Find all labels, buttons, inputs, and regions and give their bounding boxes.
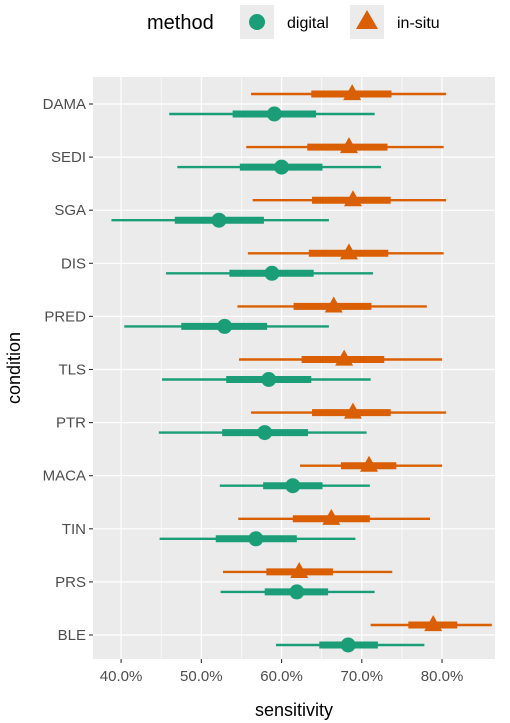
legend-title: method bbox=[147, 12, 214, 34]
in-situ-dis-point bbox=[339, 243, 358, 260]
in-situ-dama-point bbox=[343, 84, 362, 101]
y-axis: DAMA SEDI SGA DIS PRED TLS PTR MACA TIN PRS BLE bbox=[43, 96, 93, 644]
plot-panel bbox=[93, 77, 495, 659]
in-situ-ble-point bbox=[424, 615, 443, 632]
in-situ-pred-point bbox=[324, 296, 343, 313]
y-tick-label-sga: SGA bbox=[54, 202, 86, 219]
y-tick-label-ptr: PTR bbox=[56, 415, 86, 432]
x-tick-label: 60.0% bbox=[260, 668, 303, 685]
y-tick-label-dama: DAMA bbox=[43, 96, 86, 113]
y-tick-label-ble: BLE bbox=[58, 627, 86, 644]
digital-ptr-point bbox=[257, 425, 273, 441]
in-situ-tls-point bbox=[335, 349, 354, 366]
x-axis: 40.0% 50.0% 60.0% 70.0% 80.0% bbox=[100, 659, 464, 685]
y-tick-label-dis: DIS bbox=[61, 255, 86, 272]
x-tick-label: 40.0% bbox=[100, 668, 143, 685]
x-tick-label: 70.0% bbox=[341, 668, 384, 685]
in-situ-sga-point bbox=[343, 190, 362, 207]
in-situ-ptr-point bbox=[343, 402, 362, 419]
y-tick-label-prs: PRS bbox=[55, 574, 86, 591]
digital-tls-point bbox=[261, 372, 277, 387]
digital-dama-point bbox=[266, 106, 282, 122]
legend-key-digital-icon bbox=[249, 14, 265, 30]
digital-pred-point bbox=[217, 318, 233, 334]
gridlines bbox=[93, 77, 495, 659]
digital-tin-point bbox=[248, 531, 264, 547]
y-tick-label-tin: TIN bbox=[62, 521, 86, 538]
legend-label-digital: digital bbox=[287, 15, 329, 32]
digital-maca-point bbox=[285, 478, 301, 494]
legend-label-in-situ: in-situ bbox=[397, 15, 440, 32]
digital-sga-point bbox=[211, 212, 227, 228]
x-tick-label: 80.0% bbox=[421, 668, 464, 685]
y-tick-label-sedi: SEDI bbox=[51, 149, 86, 166]
digital-ble-point bbox=[340, 637, 356, 653]
in-situ-prs-point bbox=[290, 561, 309, 578]
y-axis-title: condition bbox=[4, 332, 24, 404]
y-tick-label-maca: MACA bbox=[43, 468, 86, 485]
y-tick-label-pred: PRED bbox=[44, 308, 86, 325]
x-axis-title: sensitivity bbox=[255, 700, 333, 720]
digital-sedi-point bbox=[274, 159, 290, 175]
legend: method digital in-situ bbox=[147, 5, 440, 39]
legend-key-in-situ-icon bbox=[356, 10, 378, 29]
in-situ-maca-point bbox=[360, 455, 379, 472]
data-marks bbox=[111, 84, 492, 653]
y-tick-label-tls: TLS bbox=[58, 362, 86, 379]
in-situ-tin-point bbox=[322, 508, 341, 525]
in-situ-sedi-point bbox=[339, 137, 358, 154]
digital-dis-point bbox=[264, 265, 280, 281]
digital-prs-point bbox=[289, 584, 305, 600]
x-tick-label: 50.0% bbox=[180, 668, 223, 685]
